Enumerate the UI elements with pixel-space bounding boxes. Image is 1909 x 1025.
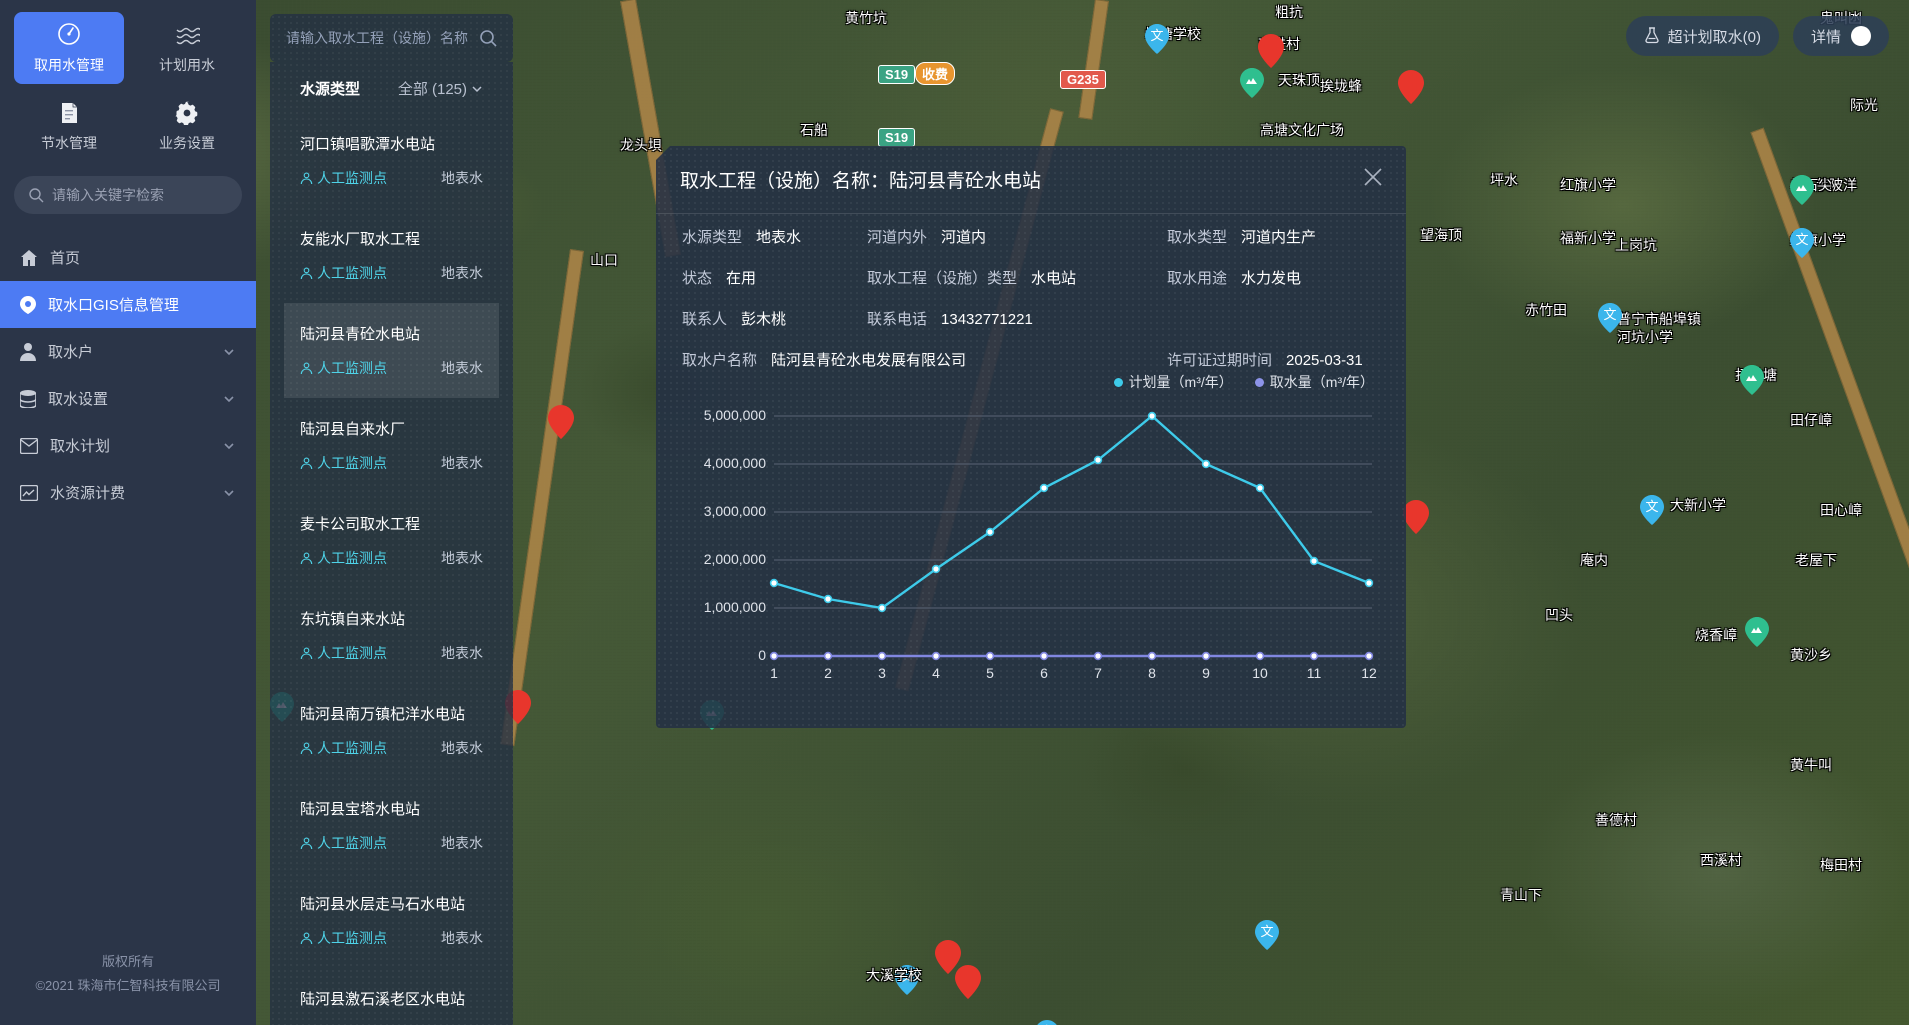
svg-text:文: 文: [1150, 28, 1163, 43]
svg-text:文: 文: [1795, 232, 1808, 247]
svg-text:5: 5: [986, 665, 994, 681]
svg-text:文: 文: [1645, 499, 1658, 514]
svg-text:2,000,000: 2,000,000: [704, 551, 766, 567]
svg-text:9: 9: [1202, 665, 1210, 681]
svg-text:11: 11: [1307, 665, 1322, 681]
svg-text:0: 0: [758, 647, 766, 663]
svg-text:2: 2: [824, 665, 832, 681]
svg-text:文: 文: [1603, 307, 1616, 322]
svg-text:6: 6: [1040, 665, 1048, 681]
svg-text:1: 1: [770, 665, 778, 681]
svg-text:8: 8: [1148, 665, 1156, 681]
svg-text:文: 文: [1260, 924, 1273, 939]
svg-text:4,000,000: 4,000,000: [704, 455, 766, 471]
svg-text:10: 10: [1252, 665, 1268, 681]
svg-text:7: 7: [1094, 665, 1102, 681]
svg-text:5,000,000: 5,000,000: [704, 407, 766, 423]
svg-text:3: 3: [878, 665, 886, 681]
svg-text:1,000,000: 1,000,000: [704, 599, 766, 615]
svg-text:3,000,000: 3,000,000: [704, 503, 766, 519]
svg-text:4: 4: [932, 665, 940, 681]
svg-text:12: 12: [1361, 665, 1377, 681]
